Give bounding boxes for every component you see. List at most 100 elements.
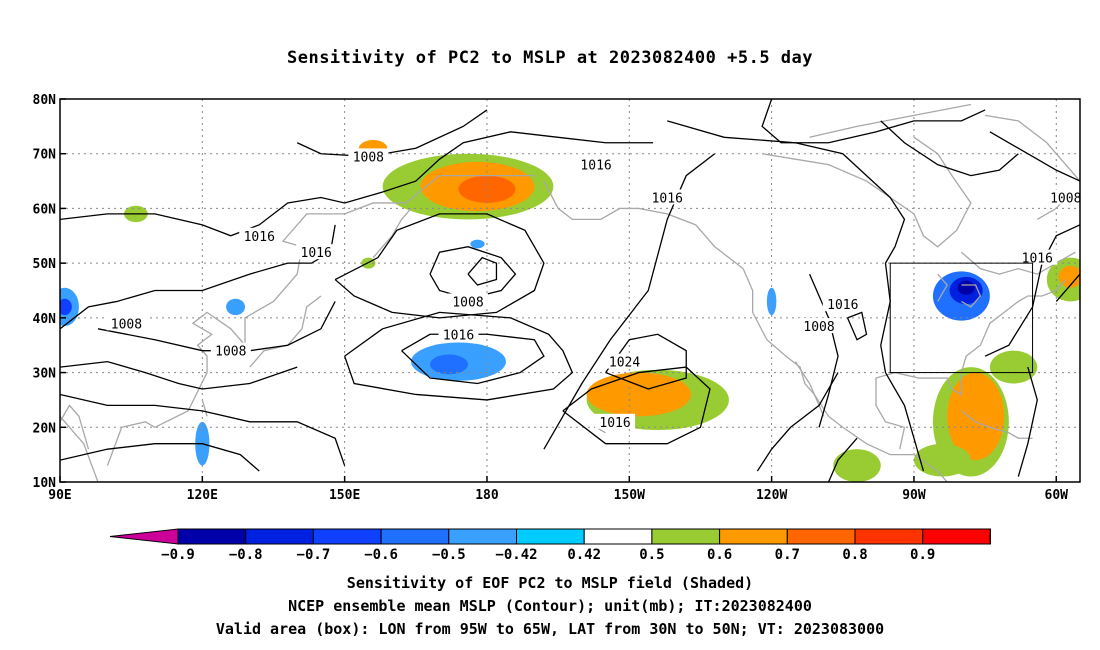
contour-label-bg-13	[1045, 189, 1086, 205]
mslp-contour-20	[989, 131, 1080, 182]
lon-tick-label-150E: 150E	[329, 488, 360, 503]
mslp-contour-6	[60, 443, 260, 472]
lon-tick-label-150W: 150W	[614, 488, 645, 503]
contour-label-bg-3	[106, 315, 147, 331]
lat-lon-grid	[60, 99, 1080, 482]
coastline-10	[762, 136, 972, 248]
colorbar-label-3: −0.6	[364, 547, 398, 563]
map-axes: 90E 120E 150E 180 150W 120W 90W 60W 80N 70N 60N 50N…	[33, 93, 1069, 503]
colorbar-cell-1	[245, 528, 314, 545]
colorbar-label-4: −0.5	[432, 547, 466, 563]
lat-tick-label-10N: 10N	[33, 476, 57, 491]
colorbar-cell-11	[922, 528, 991, 545]
colorbar: −0.9 −0.8 −0.7 −0.6 −0.5 −0.42 0.42 0.5 0.6 0.7 0.…	[109, 528, 991, 563]
lon-tick-label-90W: 90W	[902, 488, 926, 503]
colorbar-cell-10	[854, 528, 924, 545]
mslp-contour-22	[1017, 366, 1038, 477]
coastline-2	[60, 404, 90, 450]
contour-label-4: 1008	[215, 345, 246, 360]
lat-tick-label-40N: 40N	[33, 312, 57, 327]
coastline-9	[960, 410, 1033, 439]
contour-label-11: 1016	[827, 298, 858, 313]
contour-label-bg-14	[1017, 249, 1058, 265]
colorbar-label-8: 0.6	[707, 547, 732, 563]
colorbar-label-0: −0.9	[161, 547, 195, 563]
coastline-13	[937, 273, 948, 302]
lat-tick-label-60N: 60N	[33, 202, 57, 217]
colorbar-cell-2	[312, 528, 382, 545]
caption-valid-area: Valid area (box): LON from 95W to 65W, L…	[215, 620, 885, 638]
sensitivity-blob-15	[956, 405, 986, 450]
sensitivity-shading	[60, 137, 1080, 482]
contour-label-bg-0	[348, 148, 389, 164]
mslp-contour-8	[429, 246, 517, 300]
contour-label-0: 1008	[353, 150, 384, 165]
coastline-15	[809, 103, 972, 138]
sensitivity-blob-28	[766, 287, 777, 316]
contour-label-3: 1008	[111, 317, 142, 332]
coastline-0	[60, 415, 99, 482]
contour-label-6: 1016	[443, 328, 474, 343]
mslp-contour-24	[1055, 273, 1080, 302]
mslp-contour-15	[667, 120, 925, 472]
contour-label-10: 1016	[599, 416, 630, 431]
mslp-contour-2	[296, 109, 488, 158]
mslp-contour-11	[344, 311, 574, 401]
mslp-contour-7	[334, 213, 545, 319]
contour-label-bg-9	[604, 353, 645, 369]
coastline-3	[249, 295, 322, 368]
coastline-5	[372, 208, 412, 259]
contour-label-9: 1024	[609, 356, 640, 371]
colorbar-low-arrow	[109, 528, 179, 545]
mslp-contour-14	[543, 153, 716, 450]
contour-label-bg-6	[438, 326, 479, 342]
contour-label-bg-4	[210, 342, 251, 358]
sensitivity-blob-19	[833, 449, 881, 482]
coastline-8	[875, 279, 1067, 450]
mslp-contour-17	[808, 273, 839, 428]
sensitivity-blob-7	[634, 380, 682, 403]
colorbar-cell-3	[380, 528, 450, 545]
mslp-contour-9	[467, 256, 498, 286]
colorbar-label-9: 0.7	[775, 547, 800, 563]
mslp-contour-5	[60, 393, 346, 466]
mslp-contours	[60, 99, 1080, 482]
colorbar-cell-8	[719, 528, 788, 545]
mslp-contour-4	[60, 360, 298, 390]
lon-tick-label-90E: 90E	[48, 488, 71, 503]
colorbar-cell-5	[516, 528, 585, 545]
mslp-contour-18	[846, 311, 868, 341]
colorbar-label-5: −0.42	[495, 547, 537, 563]
contour-label-14: 1016	[1022, 252, 1053, 267]
mslp-contour-1	[60, 131, 654, 237]
coastline-6	[543, 180, 949, 482]
sensitivity-blob-12	[957, 280, 975, 295]
contour-label-7: 1016	[580, 159, 611, 174]
sensitivity-blob-9	[430, 354, 468, 375]
colorbar-cell-7	[651, 528, 721, 545]
contour-label-bg-1	[239, 227, 280, 243]
valid-area-box	[889, 262, 1034, 374]
contour-label-bg-12	[799, 318, 840, 334]
map-frame	[59, 98, 1081, 483]
sensitivity-blob-27	[470, 239, 485, 249]
contour-label-2: 1016	[301, 246, 332, 261]
lon-tick-label-180: 180	[475, 488, 499, 503]
coastline-4	[201, 399, 208, 417]
lat-tick-label-80N: 80N	[33, 93, 57, 108]
contour-label-bg-8	[647, 189, 688, 205]
coastline-7	[794, 361, 825, 417]
map-title: Sensitivity of PC2 to MSLP at 2023082400…	[286, 48, 813, 68]
lat-tick-label-20N: 20N	[33, 421, 57, 436]
contour-label-bg-5	[448, 293, 488, 309]
contour-label-13: 1008	[1050, 191, 1081, 206]
contour-label-8: 1016	[652, 191, 683, 206]
coastline-12	[961, 284, 982, 308]
mslp-contour-16	[761, 99, 986, 144]
mslp-contour-23	[827, 437, 858, 482]
colorbar-cell-6	[583, 528, 653, 545]
mslp-contour-0	[60, 224, 336, 330]
contour-label-bg-7	[576, 156, 617, 172]
lon-tick-label-120W: 120W	[756, 488, 787, 503]
